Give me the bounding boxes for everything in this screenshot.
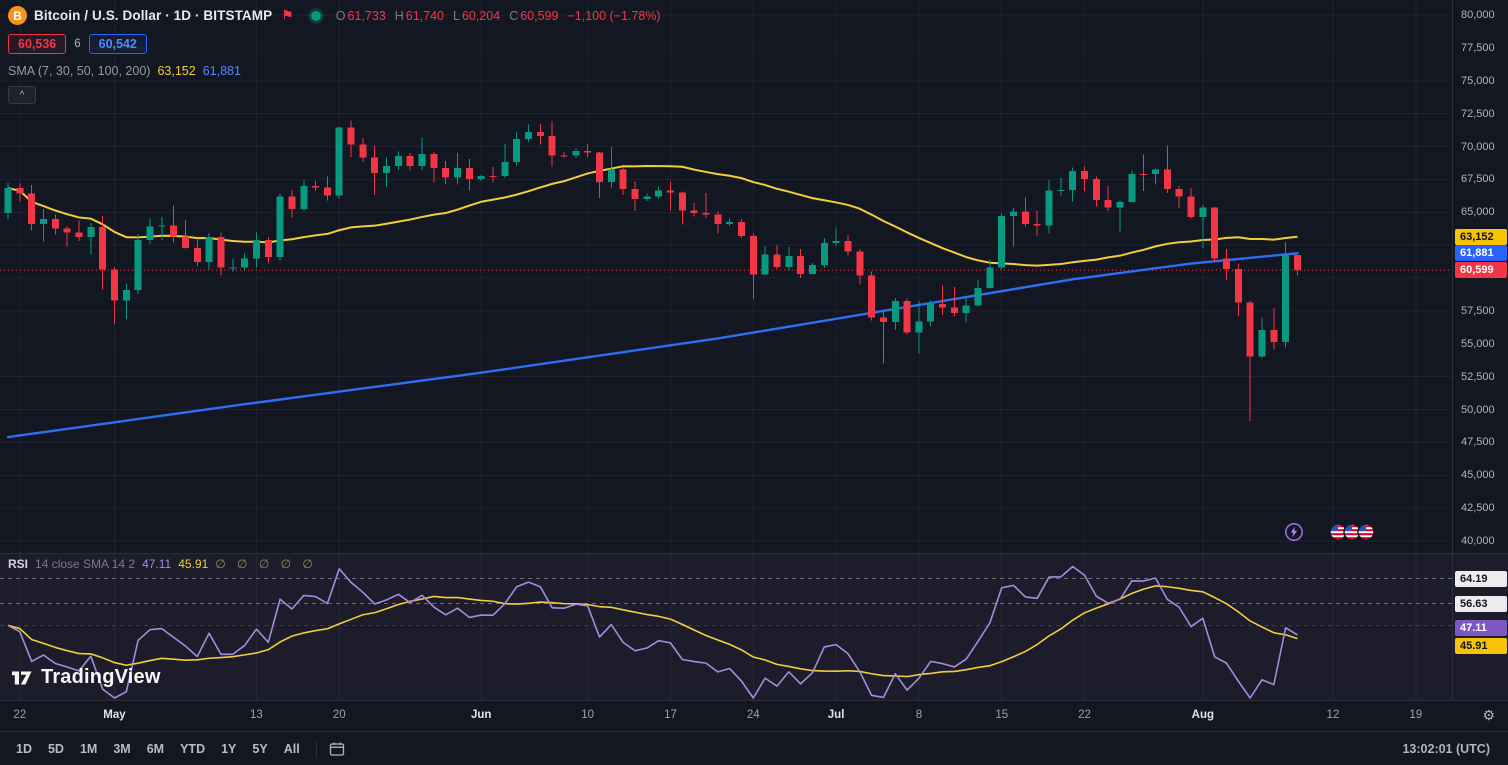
close-label: C [509,8,519,23]
spread-value: 6 [74,38,81,50]
price-axis-label: 55,000 [1461,337,1495,350]
price-axis-label: 42,500 [1461,502,1495,515]
rsi-params: 14 close SMA 14 2 [35,557,136,571]
ohlc-values: O 61,733 H 61,740 L 60,204 C 60,599 −1,100 (… [336,9,661,23]
time-tick-label: 24 [746,709,760,721]
sell-button[interactable]: 60,536 [8,34,67,54]
price-tag-blue: 61,881 [1455,245,1507,262]
time-tick-label: Jul [827,709,845,721]
low-label: L [453,8,460,23]
lightning-icon[interactable] [1284,522,1304,542]
bitcoin-icon: B [8,6,27,25]
flag-icon[interactable]: ⚑ [281,7,294,23]
rsi-tag-plain: 64.19 [1455,570,1507,587]
price-axis[interactable]: 80,000 77,500 75,000 72,500 70,000 67,500 65,0… [1452,0,1508,731]
rsi-sma-value: 45.91 [178,557,209,571]
time-tick-label: 10 [581,709,595,721]
time-tick-label: 12 [1326,709,1340,721]
range-button-1y[interactable]: 1Y [213,738,244,760]
us-flag-event-icons[interactable] [1328,522,1376,542]
price-tag-red: 60,599 [1455,262,1507,279]
time-tick-label: 13 [250,709,263,721]
rsi-title: RSI [8,557,29,571]
symbol-row: B Bitcoin / U.S. Dollar · 1D · BITSTAMP … [8,6,661,25]
tradingview-logo-icon [12,671,32,685]
time-tick-label: 19 [1409,709,1423,721]
price-tag-yellow: 63,152 [1455,228,1507,245]
price-axis-label: 52,500 [1461,370,1495,383]
go-to-date-button[interactable] [325,739,349,759]
price-axis-label: 47,500 [1461,436,1495,449]
time-tick-label: Aug [1191,709,1215,721]
event-icons [1284,522,1376,542]
rsi-tag-purple: 47.11 [1455,620,1507,636]
price-axis-label: 75,000 [1461,74,1495,87]
time-tick-label: 22 [1078,709,1091,721]
price-axis-label: 50,000 [1461,403,1495,416]
range-button-5y[interactable]: 5Y [244,738,275,760]
open-value: 61,733 [347,8,386,23]
price-axis-label: 80,000 [1461,9,1495,21]
date-range-buttons: 1D 5D 1M 3M 6M YTD 1Y 5Y All [8,738,308,760]
range-button-6m[interactable]: 6M [139,738,172,760]
time-tick-label: 17 [664,709,677,721]
time-tick-label: 15 [995,709,1009,721]
collapse-legend-button[interactable]: ^ [8,86,36,104]
sma-indicator-row: SMA (7, 30, 50, 100, 200) 63,152 61,881 [8,64,661,78]
clock[interactable]: 13:02:01 (UTC) [1402,741,1490,756]
price-axis-label: 77,500 [1461,41,1495,54]
bottom-toolbar: 1D 5D 1M 3M 6M YTD 1Y 5Y All 13:02:01 (UTC) [0,731,1508,765]
rsi-pane[interactable] [0,553,1508,700]
sma30-value: 63,152 [157,64,196,78]
chart-legend: B Bitcoin / U.S. Dollar · 1D · BITSTAMP … [8,6,661,104]
time-tick-label: May [103,709,126,721]
range-button-1d[interactable]: 1D [8,738,40,760]
range-button-3m[interactable]: 3M [105,738,138,760]
rsi-tag-yellow: 45.91 [1455,637,1507,654]
calendar-icon [329,742,344,756]
buy-button[interactable]: 60,542 [88,34,147,54]
chevron-up-icon: ^ [19,89,25,101]
low-value: 60,204 [461,8,501,23]
range-button-all[interactable]: All [276,738,308,760]
rsi-tag-plain: 56.63 [1455,595,1507,612]
range-button-ytd[interactable]: YTD [172,738,213,760]
range-button-5d[interactable]: 5D [40,738,72,760]
time-tick-label: 22 [13,709,27,721]
time-tick-label: 20 [332,709,346,721]
price-axis-label: 70,000 [1461,140,1495,153]
chart-canvas[interactable] [0,0,1452,700]
time-tick-label: Jun [470,709,492,721]
price-change: −1,100 (−1.78%) [567,8,661,23]
rsi-value: 47.11 [142,557,172,571]
price-axis-label: 45,000 [1461,469,1495,482]
time-tick-label: 8 [915,709,923,721]
price-axis-label: 40,000 [1461,535,1495,547]
rsi-indicator-legend[interactable]: RSI 14 close SMA 14 2 47.11 45.91 ∅ ∅ ∅ … [8,557,317,571]
price-axis-label: 67,500 [1461,173,1495,186]
market-status-icon[interactable] [310,10,321,21]
rsi-hidden-values: ∅ ∅ ∅ ∅ ∅ [215,557,317,571]
open-label: O [335,8,346,23]
sma-indicator-label[interactable]: SMA (7, 30, 50, 100, 200) [8,64,151,78]
tradingview-watermark: TradingView [10,665,161,689]
sma200-value: 61,881 [202,64,241,78]
symbol-title[interactable]: Bitcoin / U.S. Dollar · 1D · BITSTAMP [34,8,273,23]
range-button-1m[interactable]: 1M [72,738,105,760]
toolbar-divider [315,739,317,758]
close-value: 60,599 [520,8,559,23]
settings-gear-icon[interactable]: ⚙ [1482,707,1495,723]
price-axis-label: 57,500 [1461,304,1495,317]
price-axis-label: 65,000 [1461,206,1495,219]
bid-ask-row: 60,536 6 60,542 [8,34,661,54]
price-axis-label: 72,500 [1461,107,1495,120]
time-axis[interactable]: 22 May 13 20 Jun 10 17 24 Jul 8 15 22 Aug 12 19 ⚙ [0,700,1508,731]
watermark-text: TradingView [41,665,161,688]
high-value: 61,740 [405,8,445,23]
high-label: H [394,8,404,23]
